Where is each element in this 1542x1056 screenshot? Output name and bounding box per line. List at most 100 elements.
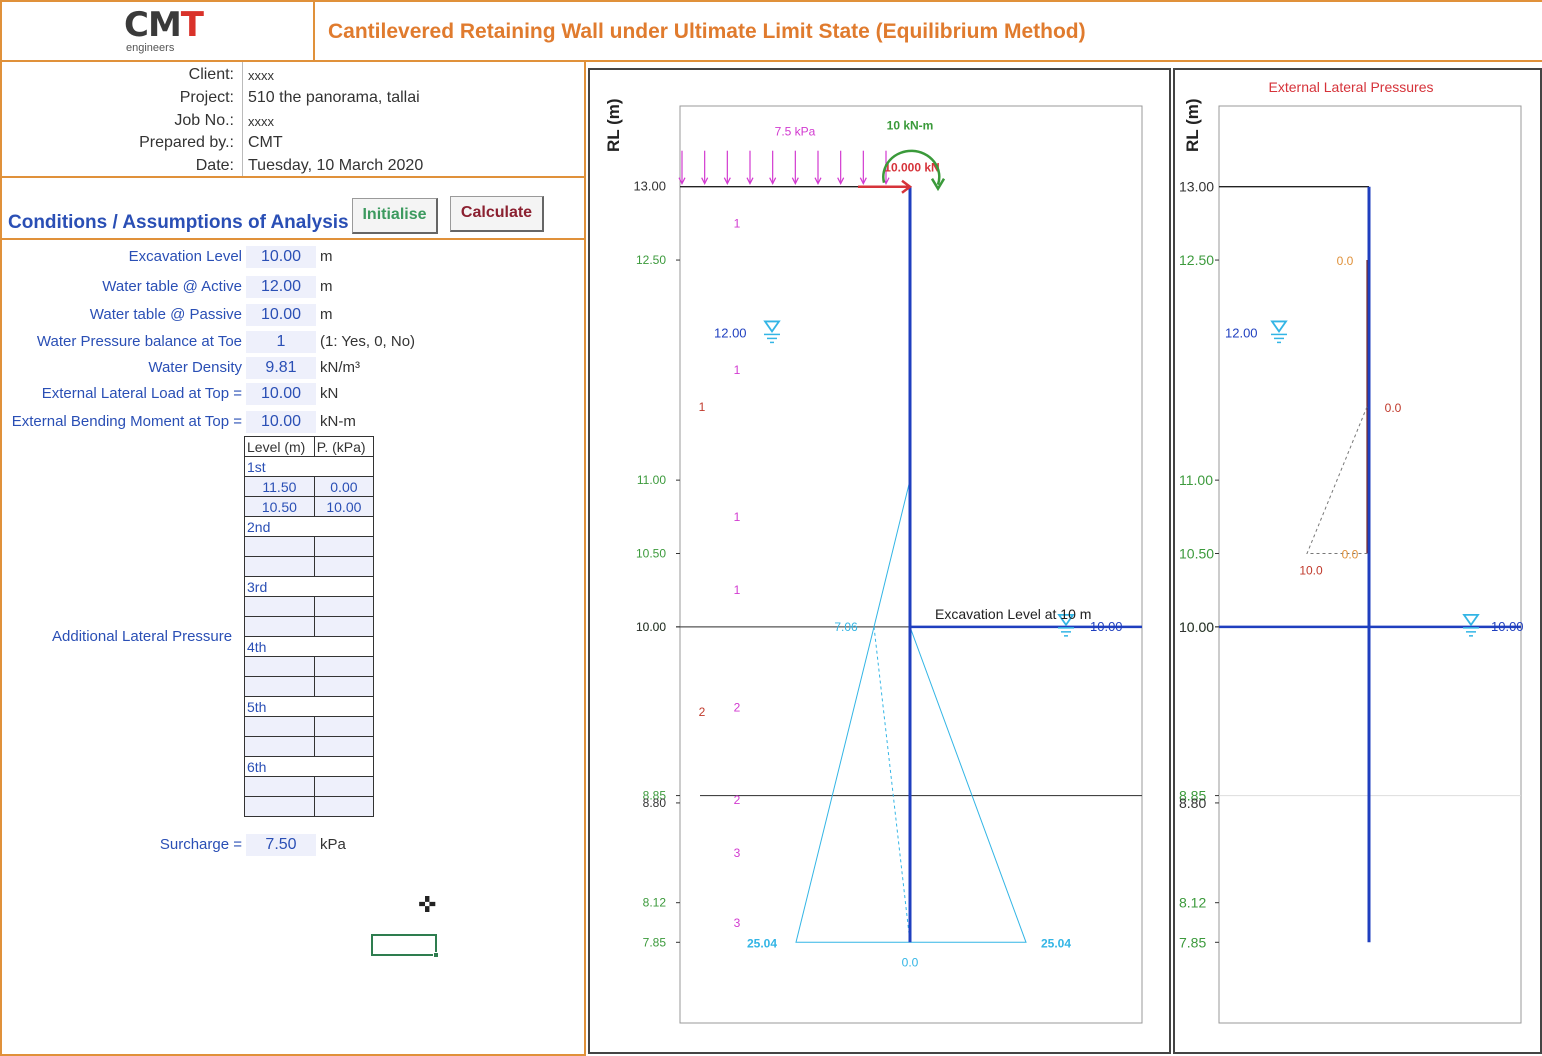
pressure-cell[interactable] — [313, 556, 375, 577]
surcharge-input[interactable]: 7.50 — [246, 834, 316, 856]
layer-label: 2 — [734, 793, 741, 807]
pressure-cell[interactable] — [313, 796, 375, 817]
table-row — [244, 536, 375, 557]
pressure-cell[interactable]: 0.00 — [313, 476, 375, 497]
wt-passive-input[interactable]: 10.00 — [246, 304, 316, 326]
table-group-row: 6th — [244, 756, 374, 777]
moment-arc — [882, 149, 941, 186]
layer-label: 3 — [734, 846, 741, 860]
y-tick-label: 11.00 — [1179, 472, 1213, 488]
table-group-row: 2nd — [244, 516, 374, 537]
surcharge-arrow-head — [723, 177, 731, 186]
client-label: Client: — [188, 66, 234, 83]
ext-moment-label: External Bending Moment at Top = — [11, 413, 242, 430]
y-tick-label: 10.00 — [1179, 619, 1214, 635]
table-group-row: 5th — [244, 696, 374, 717]
ext-load-input[interactable]: 10.00 — [246, 383, 316, 405]
surcharge-arrow-head — [678, 177, 686, 186]
layer-label: 1 — [734, 583, 741, 597]
wp-balance-input[interactable]: 1 — [246, 331, 316, 353]
pressure-cell[interactable] — [313, 676, 375, 697]
level-cell[interactable] — [244, 616, 315, 637]
load-arrow-head — [901, 179, 913, 194]
calculate-button[interactable]: Calculate — [450, 196, 544, 232]
level-cell[interactable] — [244, 656, 315, 677]
pressure-cell[interactable] — [313, 536, 375, 557]
water-table-icon — [1057, 613, 1075, 627]
pressure-cell[interactable] — [313, 716, 375, 737]
excavation-label: Excavation Level — [128, 248, 242, 265]
group-label: 1st — [244, 456, 374, 477]
wp-balance-row: Water Pressure balance at Toe 1 (1: Yes,… — [2, 329, 586, 355]
water-active-label: 12.00 — [1225, 325, 1258, 340]
pressure-cell[interactable] — [313, 656, 375, 677]
level-cell[interactable] — [244, 596, 315, 617]
preparedby-value[interactable]: CMT — [248, 134, 283, 151]
level-cell[interactable]: 10.50 — [244, 496, 315, 517]
level-cell[interactable] — [244, 736, 315, 757]
client-row: Client: xxxx — [2, 64, 586, 87]
pressure-cell[interactable] — [313, 596, 375, 617]
group-label: 4th — [244, 636, 374, 657]
initialise-button[interactable]: Initialise — [352, 198, 438, 234]
level-cell[interactable] — [244, 776, 315, 797]
ext-moment-input[interactable]: 10.00 — [246, 411, 316, 433]
project-value[interactable]: 510 the panorama, tallai — [248, 89, 420, 106]
table-row — [244, 616, 375, 637]
surcharge-arrow-head — [859, 177, 867, 186]
table-row — [244, 796, 375, 817]
y-tick-label: 13.00 — [633, 179, 666, 194]
level-cell[interactable] — [244, 556, 315, 577]
excavation-row: Excavation Level 10.00 m — [2, 244, 586, 270]
surcharge-arrow-head — [814, 177, 822, 186]
project-label: Project: — [179, 89, 234, 106]
y-tick-label: 7.85 — [1179, 934, 1206, 950]
section-divider — [2, 176, 586, 178]
fill-handle[interactable] — [433, 952, 439, 958]
group-label: 5th — [244, 696, 374, 717]
ext-load-unit: kN — [320, 385, 339, 402]
level-cell[interactable] — [244, 676, 315, 697]
y-tick-label: 12.50 — [1179, 252, 1214, 268]
level-cell[interactable] — [244, 716, 315, 737]
layer-label: 2 — [699, 705, 706, 719]
group-label: 3rd — [244, 576, 374, 597]
logo-text: CMT — [124, 5, 204, 45]
y-tick-label: 10.50 — [1179, 545, 1214, 561]
pressure-cell[interactable]: 10.00 — [313, 496, 375, 517]
pressure-envelope — [795, 480, 1027, 943]
pressure-mid-label: 7.06 — [834, 620, 858, 634]
level-cell[interactable] — [244, 536, 315, 557]
surcharge-arrow-head — [746, 177, 754, 186]
date-value[interactable]: Tuesday, 10 March 2020 — [248, 157, 424, 174]
wt-active-input[interactable]: 12.00 — [246, 276, 316, 298]
selected-cell[interactable] — [371, 934, 439, 958]
layer-label: 1 — [734, 363, 741, 377]
water-density-input[interactable]: 9.81 — [246, 357, 316, 379]
external-pressure-chart: External Lateral Pressures 13.00 12.50 11.0… — [1173, 68, 1542, 1054]
preparedby-label: Prepared by.: — [139, 134, 234, 151]
layer-label: 1 — [734, 216, 741, 230]
y-tick-label: 8.80 — [1179, 795, 1206, 811]
info-divider — [242, 62, 243, 177]
y-tick-label: 8.85 — [1179, 788, 1206, 804]
level-cell[interactable]: 11.50 — [244, 476, 315, 497]
y-tick-label: 10.00 — [1179, 619, 1214, 635]
level-cell[interactable] — [244, 796, 315, 817]
client-value[interactable]: xxxx — [248, 68, 274, 83]
excavation-input[interactable]: 10.00 — [246, 246, 316, 268]
pressure-cell[interactable] — [313, 736, 375, 757]
wt-passive-label: Water table @ Passive — [89, 306, 242, 323]
water-table-icon — [1462, 613, 1480, 627]
pressure-dashed — [873, 626, 911, 943]
y-tick-label: 10.00 — [636, 620, 666, 634]
additional-pressure-line — [1306, 406, 1368, 554]
ext-moment-row: External Bending Moment at Top = 10.00 k… — [2, 409, 586, 435]
pressure-value-label: 0.0 — [1385, 401, 1402, 415]
jobno-value[interactable]: xxxx — [248, 114, 274, 129]
y-tick-label: 8.12 — [1179, 895, 1206, 911]
y-tick-label: 10.50 — [636, 546, 666, 560]
external-pressure-svg: External Lateral Pressures 13.00 12.50 11.0… — [1179, 79, 1524, 1024]
pressure-cell[interactable] — [313, 776, 375, 797]
pressure-cell[interactable] — [313, 616, 375, 637]
